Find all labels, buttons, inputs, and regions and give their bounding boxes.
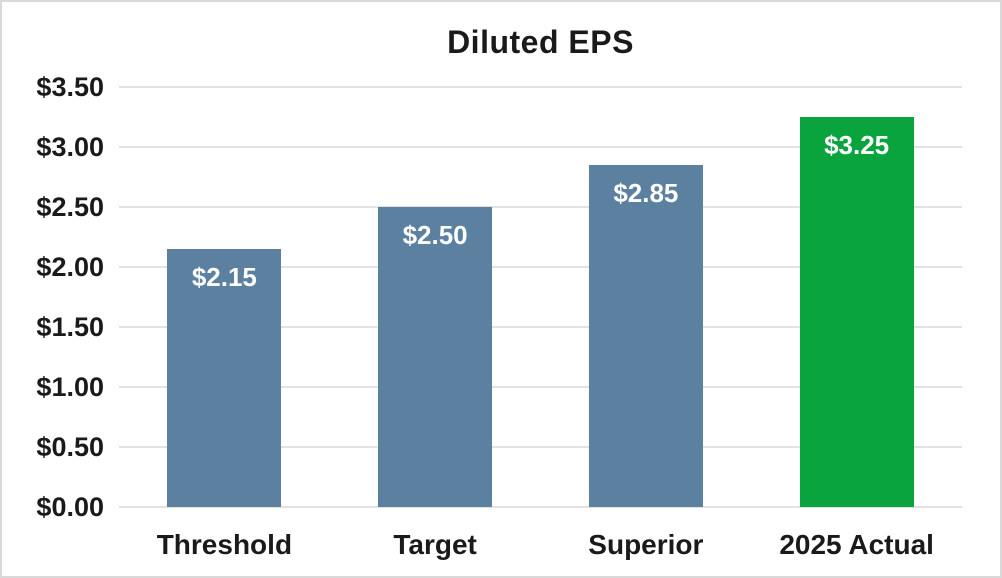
bar-value-label: $2.85 <box>613 178 679 208</box>
bar-value-label: $2.15 <box>191 262 257 292</box>
gridline <box>119 386 962 388</box>
gridline <box>119 146 962 148</box>
y-axis-tick-label: $0.00 <box>36 492 104 522</box>
gridline <box>119 506 962 508</box>
bar-value-label: $2.50 <box>402 220 468 250</box>
bar-target: $2.50 <box>378 207 493 507</box>
gridline <box>119 326 962 328</box>
y-axis-tick-label: $0.50 <box>36 432 104 462</box>
bar-superior: $2.85 <box>588 165 703 507</box>
y-axis-tick-label: $2.00 <box>36 252 104 282</box>
gridline <box>119 206 962 208</box>
y-axis-tick-label: $3.50 <box>36 72 104 102</box>
y-axis-tick-label: $1.50 <box>36 312 104 342</box>
gridline <box>119 446 962 448</box>
x-axis-category-label: Threshold <box>156 529 293 560</box>
x-axis-category-label: Target <box>393 529 477 560</box>
y-axis-tick-label: $2.50 <box>36 192 104 222</box>
y-axis-tick-label: $3.00 <box>36 132 104 162</box>
gridline <box>119 266 962 268</box>
bar-threshold: $2.15 <box>167 249 282 507</box>
gridline <box>119 86 962 88</box>
y-axis-tick-label: $1.00 <box>36 372 104 402</box>
bar-value-label: $3.25 <box>824 130 890 160</box>
x-axis-category-label: 2025 Actual <box>779 529 934 560</box>
chart-title: Diluted EPS <box>447 24 634 60</box>
bar-2025-actual: $3.25 <box>799 117 914 507</box>
x-axis-category-label: Superior <box>588 529 704 560</box>
